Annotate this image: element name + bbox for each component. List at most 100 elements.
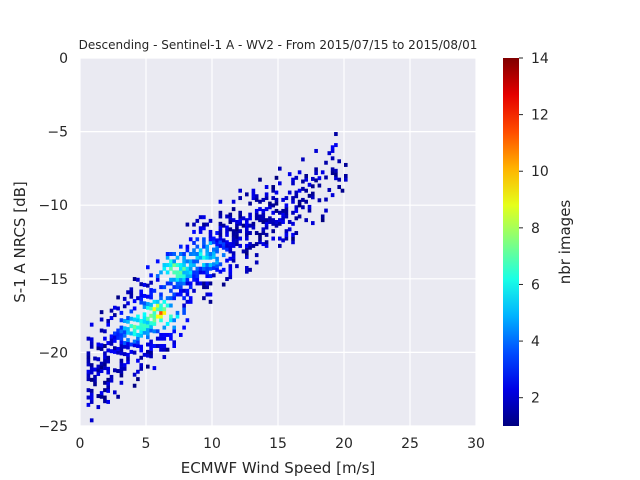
heatmap-cell [109,334,114,339]
heatmap-cell [152,314,157,319]
x-tick-label: 10 [203,436,221,452]
heatmap-cell [129,294,134,299]
heatmap-cell [241,216,246,221]
heatmap-cell [231,232,236,237]
colorbar-tick-label: 8 [531,221,540,237]
heatmap-cell [169,263,173,268]
heatmap-cell [126,345,130,350]
heatmap-cell [89,344,94,349]
heatmap-cell [188,237,193,242]
heatmap-cell [149,273,153,278]
heatmap-cell [89,363,94,368]
heatmap-cell [225,232,229,237]
heatmap-cell [218,199,223,204]
heatmap-cell [179,270,183,275]
heatmap-cell [261,197,266,202]
heatmap-cell [205,285,209,290]
heatmap-cell [109,349,114,354]
heatmap-cell [248,242,252,247]
heatmap-cell [172,340,176,345]
heatmap-cell [165,281,170,286]
heatmap-cell [152,321,157,326]
heatmap-cell [195,252,200,256]
heatmap-cell [165,332,170,337]
heatmap-cell [231,258,236,263]
heatmap-cell [192,240,196,245]
heatmap-cell [149,302,153,307]
heatmap-cell [208,266,213,271]
heatmap-cell [208,263,213,268]
heatmap-cell [119,318,124,323]
heatmap-cell [106,322,110,327]
heatmap-cell [218,269,223,274]
heatmap-cell [106,381,110,386]
heatmap-cell [238,218,242,223]
heatmap-cell [254,260,259,265]
heatmap-cell [179,266,183,271]
heatmap-cell [146,324,150,329]
heatmap-cell [317,183,322,188]
heatmap-cell [268,219,272,224]
heatmap-cell [113,368,117,373]
heatmap-cell [284,203,289,208]
heatmap-cell [113,346,117,351]
heatmap-cell [205,274,209,279]
heatmap-cell [330,156,335,161]
heatmap-cell [139,333,143,338]
heatmap-cell [172,318,176,323]
heatmap-cell [185,318,190,323]
heatmap-cell [152,318,157,323]
heatmap-cell [149,295,153,300]
heatmap-cell [175,263,180,268]
heatmap-cell [146,342,150,347]
colorbar [503,58,519,426]
heatmap-cell [152,329,157,334]
heatmap-cell [116,346,120,351]
heatmap-cell [172,259,176,264]
heatmap-cell [304,188,308,193]
heatmap-cell [261,227,266,232]
colorbar-tick-label: 4 [531,334,540,350]
heatmap-cell [159,336,163,341]
heatmap-cell [291,232,295,237]
heatmap-cell [278,218,282,223]
heatmap-cell [221,253,226,258]
y-axis-ticks: 0 −5 −10 −15 −20 −25 [38,51,68,435]
heatmap-cell [268,205,272,210]
heatmap-cell [334,143,338,148]
heatmap-cell [278,166,282,171]
heatmap-cell [126,301,130,306]
heatmap-cell [192,252,196,256]
x-tick-label: 0 [76,436,85,452]
heatmap-cell [119,310,124,315]
heatmap-cell [152,344,157,348]
heatmap-cell [208,299,213,304]
heatmap-cell [327,187,332,192]
heatmap-cell [185,281,190,286]
heatmap-cell [185,244,190,249]
heatmap-cell [99,343,104,348]
heatmap-cell [218,221,223,226]
heatmap-cell [301,205,305,210]
heatmap-cell [245,247,249,252]
heatmap-cell [235,219,239,224]
heatmap-cell [182,270,186,275]
heatmap-cell [294,190,299,195]
heatmap-cell [235,238,239,243]
heatmap-cell [215,267,219,272]
heatmap-cell [225,225,229,230]
heatmap-cell [208,252,213,256]
heatmap-cell [235,223,239,228]
heatmap-cell [337,185,341,190]
heatmap-cell [284,207,289,212]
heatmap-cell [188,274,193,279]
heatmap-cell [258,207,262,212]
heatmap-cell [208,255,213,260]
heatmap-cell [132,383,137,388]
heatmap-cell [238,221,242,226]
heatmap-cell [96,394,101,399]
heatmap-cell [274,190,279,195]
heatmap-cell [301,157,305,162]
heatmap-cell [89,377,94,382]
heatmap-cell [344,177,348,182]
